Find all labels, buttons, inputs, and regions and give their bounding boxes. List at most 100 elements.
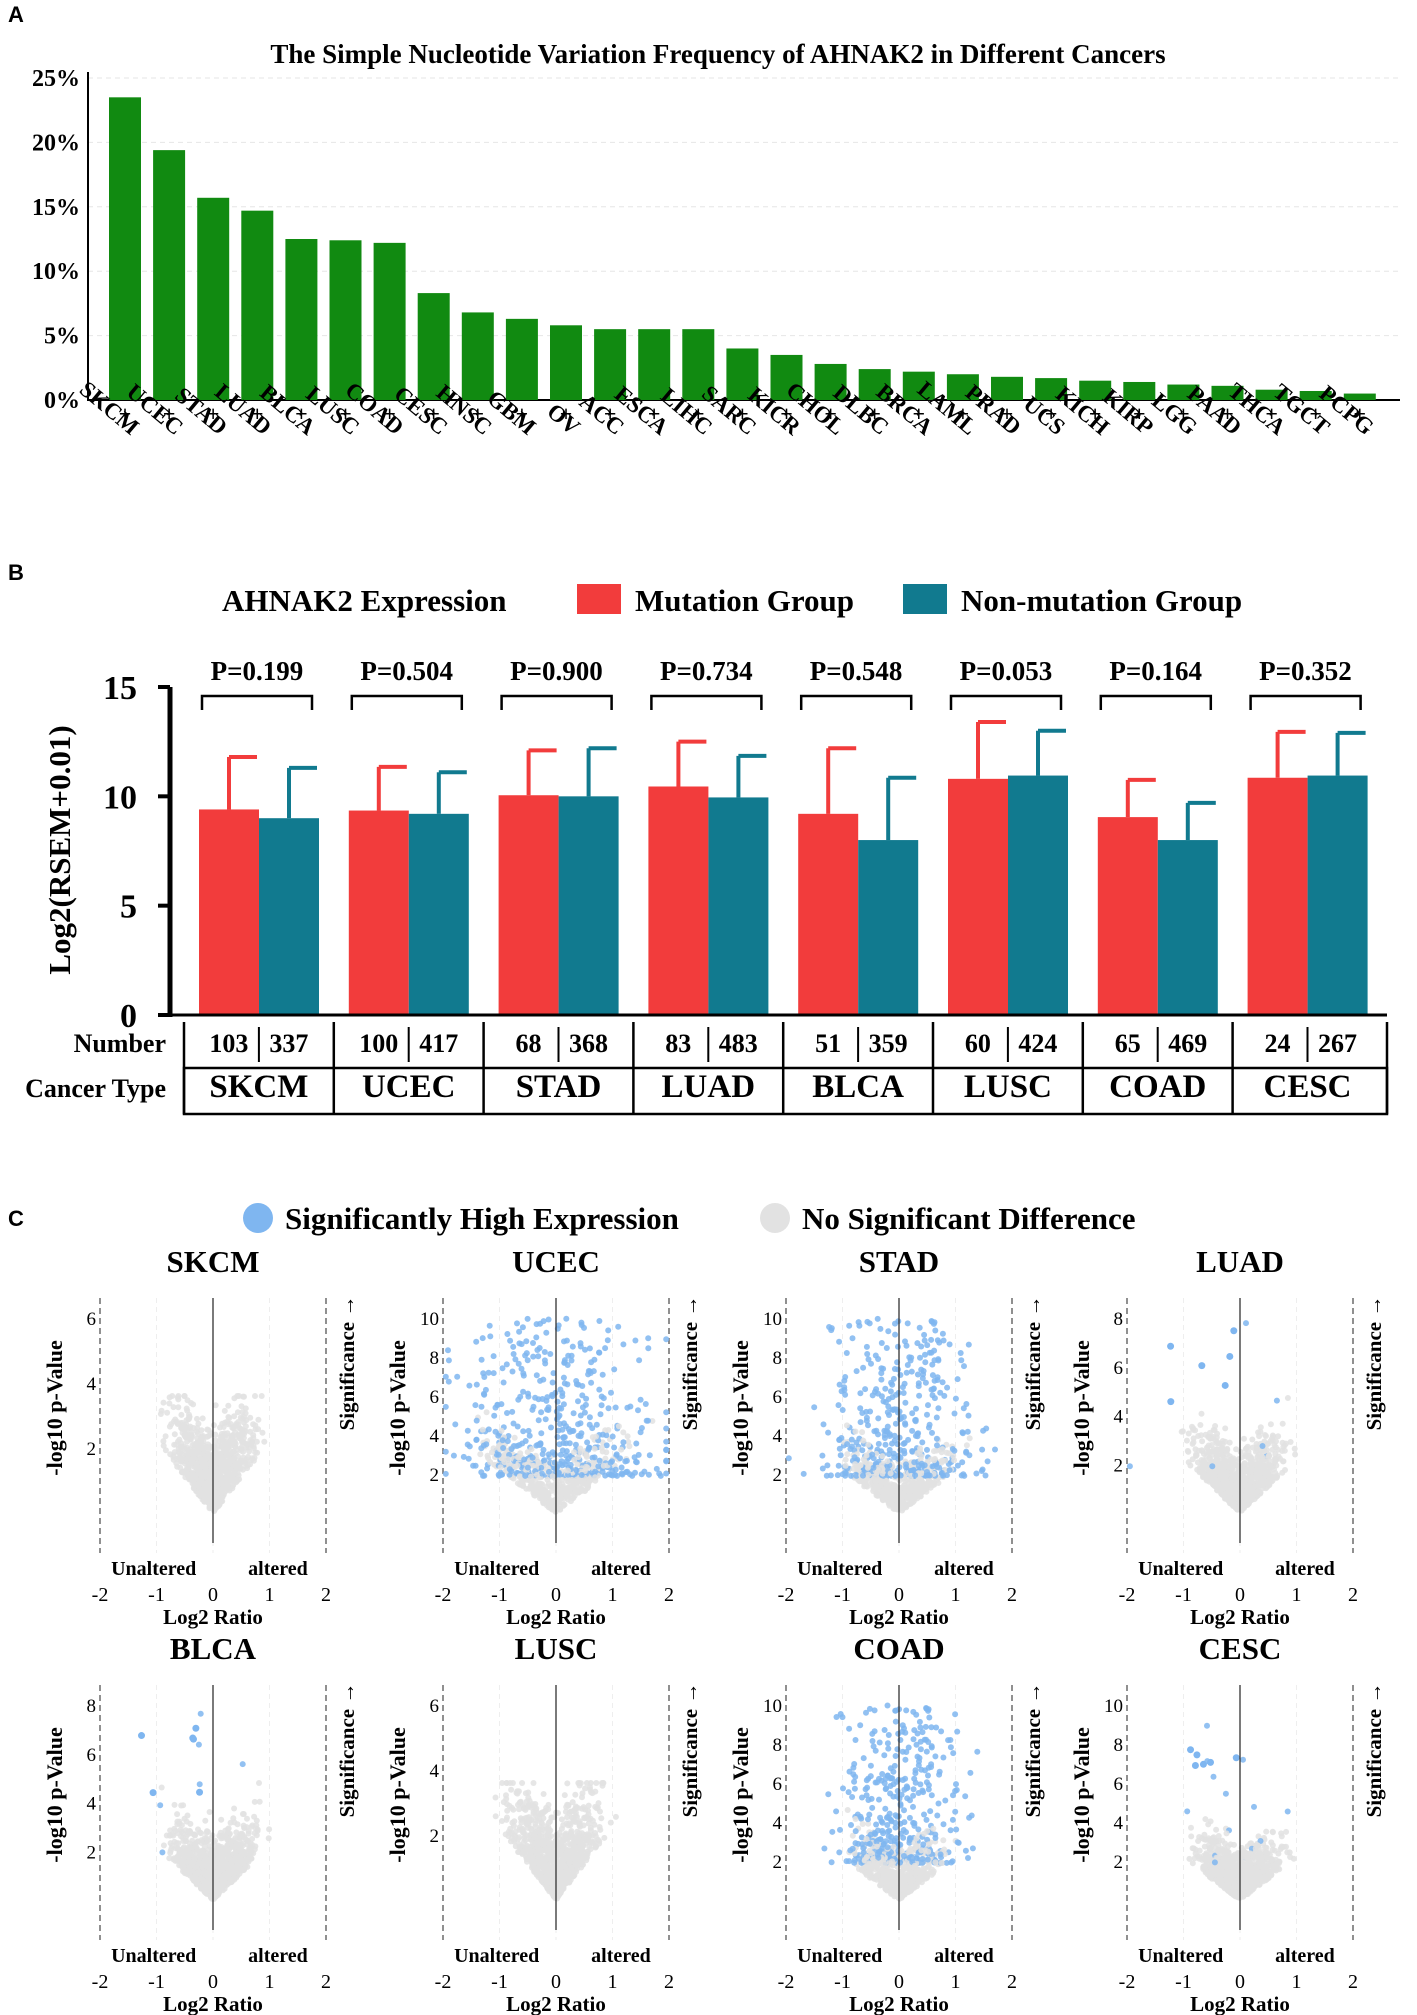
significant-point — [645, 1335, 652, 1342]
significant-point — [192, 1724, 200, 1732]
significant-point — [239, 1761, 246, 1768]
significant-point — [912, 1418, 919, 1425]
mutation-marker: + — [1001, 401, 1014, 426]
significant-point — [924, 1469, 930, 1475]
significant-point — [557, 1421, 563, 1427]
x-tick-label: 0 — [1235, 1584, 1245, 1606]
significant-point — [934, 1442, 940, 1449]
significant-point — [586, 1345, 593, 1352]
significant-point — [579, 1404, 586, 1411]
mutation-marker: + — [648, 401, 661, 426]
significant-point — [607, 1459, 614, 1466]
point — [1178, 1428, 1185, 1435]
significant-point — [575, 1398, 581, 1405]
bar-kicr — [770, 354, 803, 400]
significant-point — [619, 1471, 626, 1478]
point — [902, 1503, 909, 1510]
point — [1282, 1467, 1288, 1473]
bar-kich — [1079, 380, 1112, 400]
significant-point — [836, 1437, 843, 1443]
significant-point — [636, 1357, 643, 1364]
legend-label: Significantly High Expression — [285, 1201, 679, 1236]
significant-point — [567, 1461, 574, 1468]
point — [160, 1442, 167, 1449]
x-axis-label: Log2 Ratio — [506, 1605, 606, 1629]
cancer-type-label: BLCA — [812, 1069, 904, 1105]
point — [553, 1487, 560, 1494]
x-axis-label: Log2 Ratio — [163, 1992, 263, 2015]
mutation-marker: + — [1309, 401, 1322, 426]
significant-point — [480, 1390, 487, 1397]
point — [229, 1483, 236, 1489]
significant-point — [848, 1472, 854, 1479]
significant-point — [929, 1392, 936, 1399]
point — [1221, 1457, 1228, 1464]
point — [543, 1483, 550, 1490]
significant-point — [944, 1384, 951, 1391]
significant-point — [892, 1420, 899, 1427]
significant-point — [919, 1439, 926, 1446]
significant-point — [494, 1401, 501, 1408]
bar-tgct — [1299, 390, 1332, 400]
significant-point — [591, 1454, 598, 1461]
x-axis-label: Log2 Ratio — [1190, 1605, 1290, 1629]
significant-point — [632, 1337, 639, 1344]
point — [514, 1462, 521, 1469]
altered-label: altered — [248, 1558, 308, 1580]
point — [1238, 1473, 1245, 1479]
significant-point — [863, 1414, 870, 1421]
significant-point — [1126, 1463, 1133, 1470]
point — [226, 1452, 233, 1458]
point — [889, 1501, 896, 1508]
point — [1184, 1447, 1191, 1454]
point — [1197, 1422, 1204, 1428]
significant-point — [578, 1472, 585, 1478]
point — [1230, 1476, 1237, 1483]
significant-point — [946, 1341, 953, 1348]
significant-point — [503, 1361, 510, 1368]
significant-point — [510, 1343, 517, 1350]
significant-point — [526, 1432, 533, 1439]
significant-point — [853, 1368, 860, 1375]
point — [174, 1421, 181, 1427]
significant-point — [546, 1468, 552, 1475]
significant-point — [523, 1350, 530, 1357]
significant-point — [596, 1349, 603, 1356]
point — [200, 1877, 207, 1884]
significant-point — [857, 1390, 864, 1397]
y-axis-label: Log2(RSEM+0.01) — [42, 725, 77, 974]
significant-point — [556, 1441, 563, 1448]
mutation-marker: + — [295, 401, 308, 426]
point — [1211, 1427, 1218, 1434]
point — [193, 1461, 200, 1468]
point — [234, 1821, 241, 1828]
significant-point — [581, 1409, 588, 1416]
volcano-title: STAD — [859, 1244, 939, 1279]
significant-point — [509, 1408, 516, 1415]
bar-blca — [285, 239, 318, 400]
point — [528, 1473, 534, 1480]
significant-point — [848, 1436, 855, 1443]
significant-point — [464, 1427, 471, 1434]
point — [1266, 1453, 1272, 1459]
cancer-type-label: COAD — [1109, 1069, 1206, 1105]
p-value-label: P=0.504 — [360, 656, 453, 686]
significant-point — [941, 1392, 948, 1399]
point — [479, 1426, 486, 1433]
unaltered-label: Unaltered — [1138, 1558, 1223, 1580]
point — [1258, 1459, 1265, 1465]
significant-point — [538, 1430, 545, 1437]
point — [174, 1853, 181, 1860]
significant-point — [929, 1372, 936, 1379]
significant-point — [561, 1338, 567, 1345]
significant-point — [934, 1337, 941, 1344]
point — [181, 1432, 188, 1439]
significant-point — [491, 1412, 498, 1419]
point — [230, 1449, 237, 1455]
significance-label: Significance → — [1362, 1296, 1386, 1431]
bar-skcm-non-mutation — [259, 818, 319, 1015]
bar-ucec-mutation — [348, 810, 409, 1015]
point — [514, 1454, 521, 1461]
significant-point — [588, 1359, 595, 1366]
p-value-bracket — [1099, 694, 1213, 710]
